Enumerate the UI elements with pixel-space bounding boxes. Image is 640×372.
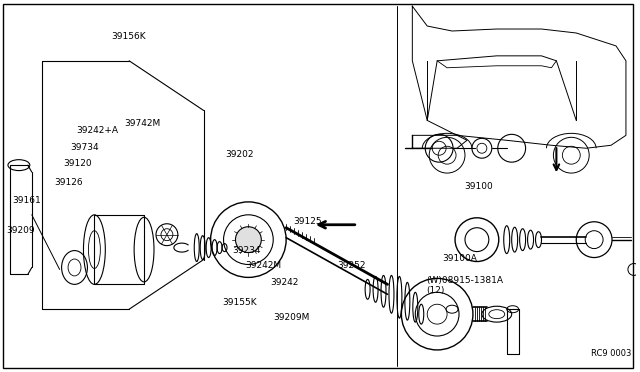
Text: 39161: 39161 bbox=[13, 196, 42, 205]
Circle shape bbox=[236, 227, 261, 253]
Text: 39242: 39242 bbox=[270, 278, 299, 286]
Text: 39234: 39234 bbox=[232, 246, 260, 255]
Text: 39742M: 39742M bbox=[124, 119, 160, 128]
Text: 39120: 39120 bbox=[63, 159, 92, 168]
Text: 39125: 39125 bbox=[294, 217, 323, 225]
Text: 39100: 39100 bbox=[464, 182, 493, 190]
Text: 39734: 39734 bbox=[70, 143, 99, 152]
Text: 39155K: 39155K bbox=[223, 298, 257, 307]
Text: 39242+A: 39242+A bbox=[76, 126, 118, 135]
Text: 39242M: 39242M bbox=[245, 261, 281, 270]
Text: 39126: 39126 bbox=[54, 178, 83, 187]
Text: (W)08915-1381A
(12): (W)08915-1381A (12) bbox=[426, 276, 503, 295]
Text: 39209: 39209 bbox=[6, 226, 35, 235]
Text: 39100A: 39100A bbox=[442, 254, 477, 263]
Text: 39156K: 39156K bbox=[111, 32, 146, 41]
Text: RC9 0003: RC9 0003 bbox=[591, 349, 632, 358]
Text: 39209M: 39209M bbox=[273, 313, 310, 322]
Text: 39252: 39252 bbox=[337, 261, 365, 270]
Text: 39202: 39202 bbox=[226, 150, 254, 159]
